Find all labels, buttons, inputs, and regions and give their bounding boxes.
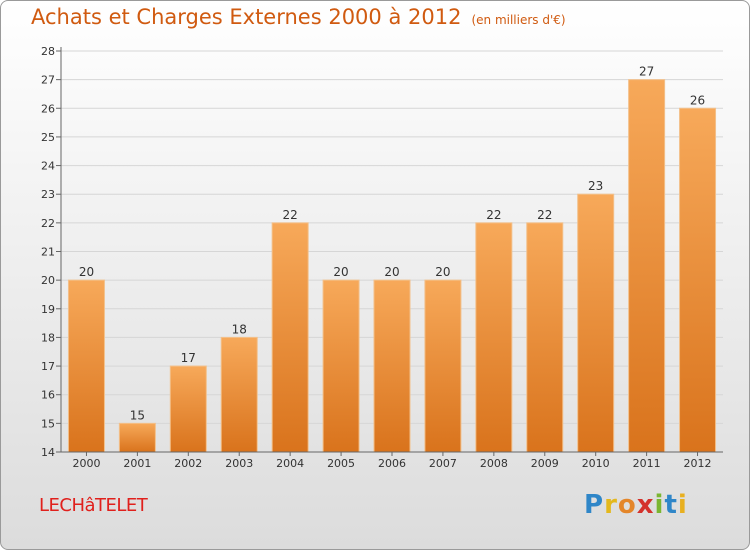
x-tick-label: 2003 <box>225 457 253 470</box>
bar-2000 <box>67 279 105 453</box>
bar-2011 <box>628 79 666 453</box>
axes: 14 15 16 17 18 19 20 21 22 23 24 25 26 27 28 2000 2001 20… <box>41 45 723 470</box>
y-tick-label: 25 <box>41 131 55 144</box>
y-tick-label: 20 <box>41 274 55 287</box>
value-label-2003: 18 <box>232 322 247 336</box>
y-tick-label: 23 <box>41 188 55 201</box>
bar-2012 <box>679 107 717 453</box>
bar-2002 <box>169 365 207 453</box>
bar-2004 <box>271 222 309 453</box>
y-tick-label: 19 <box>41 303 55 316</box>
y-tick-label: 18 <box>41 331 55 344</box>
bar-2007 <box>424 279 462 453</box>
value-label-2000: 20 <box>79 265 94 279</box>
bar-2001 <box>118 422 156 453</box>
x-tick-label: 2011 <box>633 457 661 470</box>
x-tick-label: 2001 <box>123 457 151 470</box>
y-tick-label: 17 <box>41 360 55 373</box>
value-label-2009: 22 <box>537 208 552 222</box>
x-tick-label: 2012 <box>684 457 712 470</box>
x-tick-label: 2009 <box>531 457 559 470</box>
x-tick-label: 2006 <box>378 457 406 470</box>
bars: 20 15 17 18 22 20 20 20 22 22 23 27 26 <box>67 65 717 453</box>
bar-2008 <box>475 222 513 453</box>
value-label-2010: 23 <box>588 179 603 193</box>
bar-2005 <box>322 279 360 453</box>
y-tick-label: 16 <box>41 389 55 402</box>
y-tick-label: 21 <box>41 246 55 259</box>
bar-2006 <box>373 279 411 453</box>
y-tick-label: 22 <box>41 217 55 230</box>
chart-title: Achats et Charges Externes 2000 à 2012 (e… <box>31 5 566 29</box>
value-label-2005: 20 <box>333 265 348 279</box>
bar-2003 <box>220 336 258 453</box>
chart-title-text: Achats et Charges Externes 2000 à 2012 <box>31 5 462 29</box>
value-label-2004: 22 <box>283 208 298 222</box>
value-label-2008: 22 <box>486 208 501 222</box>
y-tick-label: 26 <box>41 102 55 115</box>
x-tick-label: 2010 <box>582 457 610 470</box>
x-tick-label: 2008 <box>480 457 508 470</box>
bar-2009 <box>526 222 564 453</box>
value-label-2006: 20 <box>384 265 399 279</box>
commune-name: LECHâTELET <box>39 495 148 516</box>
y-tick-label: 28 <box>41 45 55 58</box>
proxiti-logo: Proxiti <box>584 490 688 520</box>
x-tick-label: 2007 <box>429 457 457 470</box>
x-tick-label: 2000 <box>72 457 100 470</box>
y-tick-label: 24 <box>41 160 55 173</box>
y-tick-label: 27 <box>41 74 55 87</box>
value-label-2001: 15 <box>130 408 145 422</box>
value-label-2011: 27 <box>639 65 654 79</box>
value-label-2002: 17 <box>181 351 196 365</box>
y-tick-label: 14 <box>41 446 55 459</box>
x-tick-label: 2002 <box>174 457 202 470</box>
value-label-2007: 20 <box>435 265 450 279</box>
bar-2010 <box>577 193 615 453</box>
x-tick-label: 2005 <box>327 457 355 470</box>
value-label-2012: 26 <box>690 93 705 107</box>
y-tick-label: 15 <box>41 417 55 430</box>
chart-unit: (en milliers d'€) <box>471 13 566 27</box>
x-tick-label: 2004 <box>276 457 304 470</box>
